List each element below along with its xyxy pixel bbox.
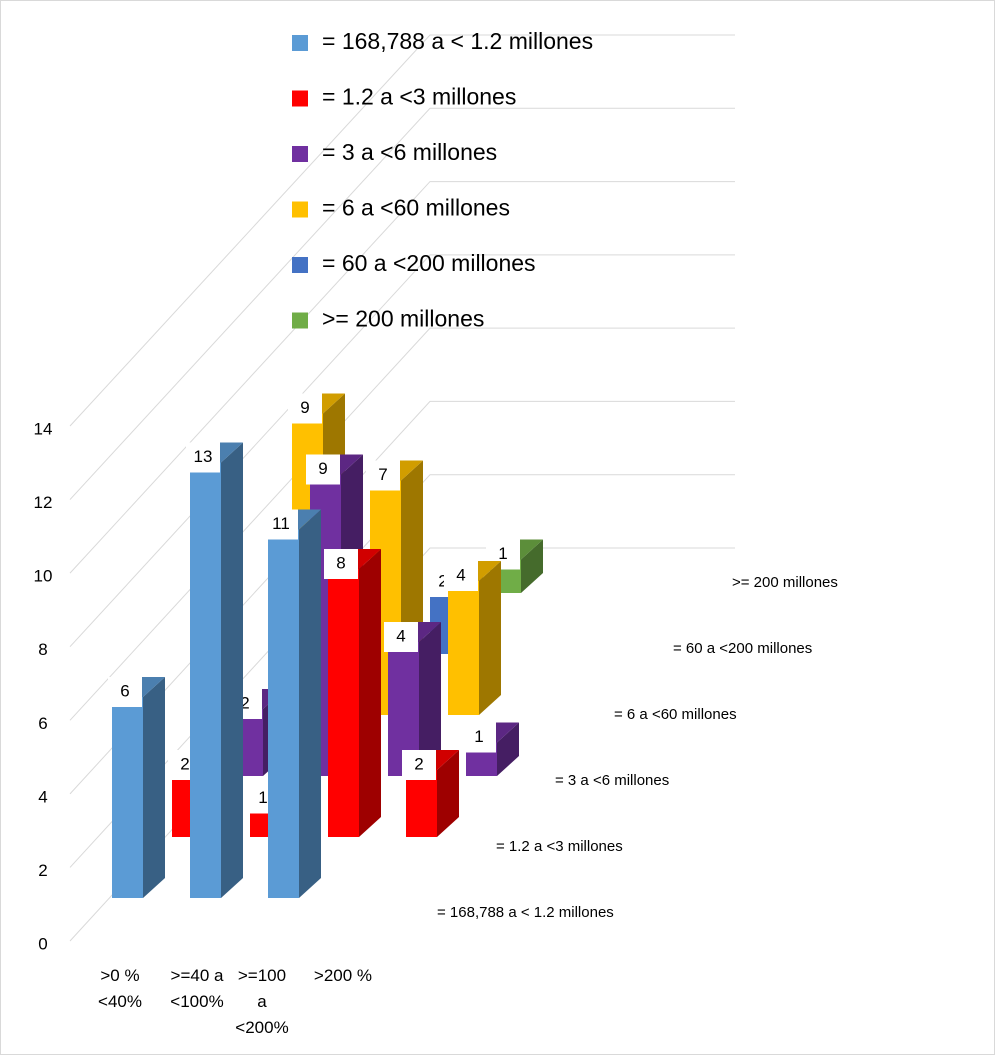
data-label-box bbox=[324, 549, 358, 579]
bar-front bbox=[268, 529, 299, 898]
grid-line bbox=[69, 107, 735, 500]
data-label: 7 bbox=[378, 465, 387, 484]
x-tick-label-line: <200% bbox=[235, 1018, 288, 1037]
data-label-box bbox=[288, 393, 322, 424]
data-label-box bbox=[384, 622, 418, 652]
x-tick-label-line: >200 % bbox=[314, 966, 372, 985]
bar-front bbox=[190, 462, 221, 898]
x-tick-label-line: a bbox=[257, 992, 267, 1011]
x-tick-label-line: <100% bbox=[170, 992, 223, 1011]
x-tick-label: >=100 a <200% bbox=[235, 966, 288, 1037]
legend-swatch bbox=[292, 90, 308, 107]
x-tick-label-line: >0 % bbox=[100, 966, 139, 985]
data-label: 4 bbox=[396, 626, 405, 645]
data-label-box bbox=[402, 750, 436, 780]
bar: 1 bbox=[462, 722, 519, 776]
depth-axis-label: = 3 a <6 millones bbox=[555, 772, 669, 789]
depth-axis-label: = 1.2 a <3 millones bbox=[496, 838, 623, 855]
legend-label: = 1.2 a <3 millones bbox=[322, 84, 516, 110]
y-tick-label: 0 bbox=[38, 934, 47, 953]
bar: 1 bbox=[486, 539, 543, 593]
data-label: 9 bbox=[300, 398, 309, 417]
bar-side bbox=[497, 722, 519, 776]
depth-axis-label: >= 200 millones bbox=[732, 574, 838, 591]
data-label: 13 bbox=[194, 447, 213, 466]
bar-side bbox=[221, 442, 243, 898]
bar-side bbox=[437, 750, 459, 837]
depth-axis-label: = 168,788 a < 1.2 millones bbox=[437, 904, 614, 921]
bar: 6 bbox=[108, 677, 165, 898]
legend-label: = 168,788 a < 1.2 millones bbox=[322, 28, 593, 54]
data-label-box bbox=[306, 454, 340, 485]
data-label: 1 bbox=[474, 727, 483, 746]
x-tick-label: >=40 a <100% bbox=[170, 966, 224, 1011]
data-label: 2 bbox=[414, 754, 423, 773]
legend-swatch bbox=[292, 35, 308, 51]
data-label: 4 bbox=[456, 565, 465, 584]
y-tick-label: 8 bbox=[38, 640, 47, 659]
bar: 8 bbox=[324, 549, 381, 837]
bar-front bbox=[328, 569, 359, 837]
data-label: 2 bbox=[240, 693, 249, 712]
data-label-box bbox=[264, 509, 298, 540]
y-tick-label: 12 bbox=[34, 493, 53, 512]
data-label-box bbox=[108, 677, 142, 707]
legend-label: >= 200 millones bbox=[322, 306, 484, 332]
bar: 2 bbox=[402, 750, 459, 837]
bar-front bbox=[406, 770, 437, 837]
bar-front bbox=[112, 697, 143, 898]
x-tick-label-line: >=100 bbox=[238, 966, 286, 985]
y-tick-label: 14 bbox=[34, 419, 53, 438]
legend-label: = 6 a <60 millones bbox=[322, 195, 510, 221]
depth-axis-label: = 60 a <200 millones bbox=[673, 640, 812, 657]
legend-swatch bbox=[292, 201, 308, 218]
data-label-box bbox=[462, 722, 496, 753]
x-tick-label-line: <40% bbox=[98, 992, 142, 1011]
bar: 11 bbox=[264, 509, 321, 898]
data-label: 8 bbox=[336, 553, 345, 572]
y-tick-label: 4 bbox=[38, 787, 47, 806]
y-tick-label: 2 bbox=[38, 861, 47, 880]
x-tick-label: >0 % <40% bbox=[98, 966, 142, 1011]
depth-axis-label: = 6 a <60 millones bbox=[614, 706, 737, 723]
data-label-box bbox=[366, 460, 400, 491]
legend-label: = 3 a <6 millones bbox=[322, 139, 497, 165]
bar-side bbox=[479, 561, 501, 715]
bar-front bbox=[448, 581, 479, 715]
y-tick-label: 10 bbox=[34, 567, 53, 586]
legend-swatch bbox=[292, 146, 308, 162]
data-label: 1 bbox=[258, 788, 267, 807]
data-label: 11 bbox=[272, 514, 290, 533]
legend-swatch bbox=[292, 312, 308, 329]
data-label: 1 bbox=[498, 544, 507, 563]
bar-side bbox=[419, 622, 441, 776]
bar-side bbox=[359, 549, 381, 837]
bar: 4 bbox=[444, 561, 501, 715]
data-label: 9 bbox=[318, 459, 327, 478]
y-tick-label: 6 bbox=[38, 714, 47, 733]
x-tick-label-line: >=40 a bbox=[171, 966, 224, 985]
data-label: 6 bbox=[120, 681, 129, 700]
bar-side bbox=[299, 509, 321, 898]
data-label: 2 bbox=[180, 754, 189, 773]
data-label: 2 bbox=[438, 571, 447, 590]
legend-label: = 60 a <200 millones bbox=[322, 250, 536, 276]
bar: 13 bbox=[186, 442, 243, 898]
grid-line bbox=[69, 34, 735, 427]
bar-side bbox=[143, 677, 165, 898]
bar-side bbox=[521, 539, 543, 593]
legend-swatch bbox=[292, 257, 308, 273]
x-tick-label: >200 % bbox=[314, 966, 372, 985]
data-label-box bbox=[186, 442, 220, 473]
data-label-box bbox=[444, 561, 478, 591]
